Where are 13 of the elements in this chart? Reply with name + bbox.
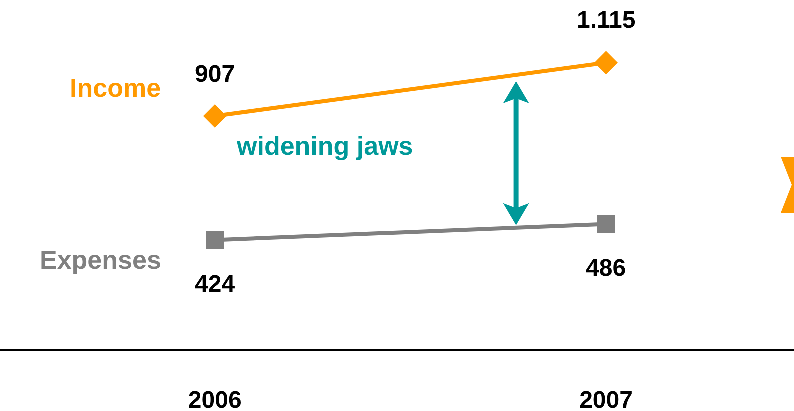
- data-label: 486: [586, 255, 626, 282]
- point: [594, 51, 618, 75]
- point: [203, 104, 227, 128]
- x-tick-label: 2007: [580, 386, 633, 411]
- point: [206, 231, 224, 250]
- data-label: 907: [195, 61, 236, 88]
- annotation: widening jaws: [236, 131, 414, 161]
- series-label: Expenses: [40, 245, 162, 275]
- point: [597, 215, 616, 234]
- x-tick-label: 2006: [188, 386, 242, 411]
- series-label: Income: [70, 73, 162, 103]
- data-label: 1.115: [577, 7, 636, 34]
- data-label: 424: [195, 271, 236, 298]
